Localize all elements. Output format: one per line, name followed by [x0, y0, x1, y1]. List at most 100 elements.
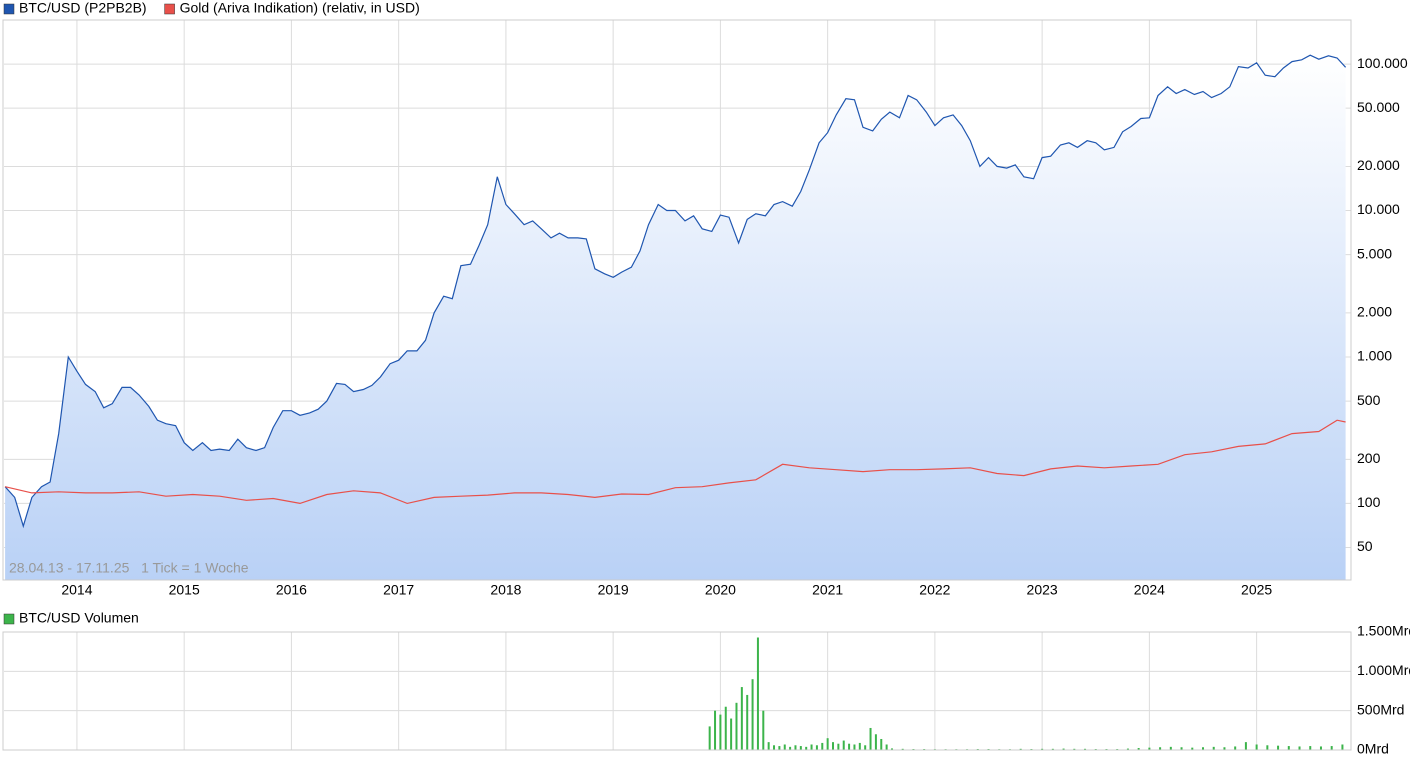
x-tick-label: 2023	[1027, 582, 1058, 598]
y-tick-label: 50.000	[1357, 99, 1400, 115]
volume-bar	[810, 744, 813, 750]
volume-bar	[874, 734, 877, 750]
y-tick-label: 100.000	[1357, 55, 1408, 71]
y-tick-label: 1.000Mrd	[1357, 662, 1410, 678]
volume-bar	[730, 718, 733, 750]
volume-bar	[1180, 747, 1183, 750]
x-tick-label: 2020	[705, 582, 736, 598]
volume-bar	[1223, 747, 1226, 750]
volume-bar	[767, 742, 770, 750]
volume-bar	[1309, 746, 1312, 750]
volume-bar	[1202, 747, 1205, 750]
line	[4, 419, 1346, 505]
volume-bar	[885, 744, 888, 750]
volume-bar	[864, 745, 867, 750]
volume-bar	[735, 702, 738, 750]
y-tick-label: 500Mrd	[1357, 701, 1404, 717]
volume-bar	[890, 748, 893, 750]
legend-swatch	[3, 3, 15, 15]
volume-bar	[1266, 745, 1269, 750]
volume-bar	[848, 743, 851, 750]
y-tick-label: 5.000	[1357, 245, 1392, 261]
volume-bar	[821, 742, 824, 750]
volume-bar	[1051, 748, 1054, 750]
volume-bar	[751, 679, 754, 750]
y-tick-label: 500	[1357, 392, 1381, 408]
volume-bar	[1062, 748, 1065, 750]
volume-bar	[805, 746, 808, 750]
y-tick-label: 20.000	[1357, 157, 1400, 173]
volume-bar	[853, 744, 856, 750]
volume-bar	[740, 687, 743, 750]
y-tick-label: 0Mrd	[1357, 741, 1389, 757]
volume-bar	[762, 710, 765, 750]
volume-bar	[842, 740, 845, 750]
volume-bar	[756, 637, 759, 750]
volume-bar	[1084, 748, 1087, 750]
y-tick-label: 10.000	[1357, 201, 1400, 217]
x-tick-label: 2018	[490, 582, 521, 598]
volume-bar	[794, 745, 797, 750]
x-tick-label: 2017	[383, 582, 414, 598]
volume-bar	[746, 694, 749, 750]
volume-bar	[837, 743, 840, 750]
area-fill	[5, 55, 1346, 580]
y-tick-label: 1.000	[1357, 348, 1392, 364]
x-tick-label: 2022	[919, 582, 950, 598]
volume-bar	[1137, 748, 1140, 750]
legend-swatch	[3, 613, 15, 625]
volume-bar	[1169, 746, 1172, 750]
y-tick-label: 50	[1357, 538, 1373, 554]
volume-bar	[880, 738, 883, 750]
x-tick-label: 2016	[276, 582, 307, 598]
volume-bar	[1341, 744, 1344, 750]
volume-bar	[1212, 746, 1215, 750]
volume-bar	[724, 706, 727, 750]
x-tick-label: 2021	[812, 582, 843, 598]
volume-bar	[1191, 747, 1194, 750]
volume-bar	[1148, 747, 1151, 750]
legend-label: BTC/USD (P2PB2B)	[19, 0, 147, 16]
volume-bar	[1073, 748, 1076, 750]
legend-swatch	[164, 3, 175, 15]
volume-bar	[799, 746, 802, 750]
volume-bar	[1298, 746, 1301, 750]
volume-bar	[1234, 746, 1237, 750]
x-tick-label: 2014	[61, 582, 92, 598]
date-range-note: 28.04.13 - 17.11.25 1 Tick = 1 Woche	[9, 560, 249, 576]
x-tick-label: 2025	[1241, 582, 1272, 598]
line	[4, 54, 1347, 529]
volume-bar	[1330, 746, 1333, 750]
x-tick-label: 2019	[598, 582, 629, 598]
volume-bar	[869, 727, 872, 750]
y-tick-label: 2.000	[1357, 304, 1392, 320]
plot-border	[2, 19, 1352, 581]
volume-bar	[783, 744, 786, 750]
volume-bar	[789, 746, 792, 750]
plot-frame	[2, 631, 1352, 751]
volume-bar	[826, 738, 829, 750]
legend-label: Gold (Ariva Indikation) (relativ, in USD…	[180, 0, 420, 16]
legend-label: BTC/USD Volumen	[19, 610, 139, 626]
volume-bar	[1319, 746, 1322, 750]
y-tick-label: 1.500Mrd	[1357, 623, 1410, 639]
volume-bar	[714, 710, 717, 750]
volume-bar	[901, 748, 904, 750]
volume-bar	[778, 746, 781, 750]
volume-bar	[858, 742, 861, 750]
volume-bar	[1126, 748, 1129, 750]
volume-bar	[1159, 747, 1162, 750]
volume-bar	[815, 745, 818, 750]
volume-bar	[1019, 748, 1022, 750]
volume-bar	[1244, 742, 1247, 750]
volume-bar	[773, 745, 776, 750]
y-tick-label: 100	[1357, 494, 1381, 510]
volume-bar	[832, 742, 835, 750]
volume-bar	[1255, 744, 1258, 750]
volume-bar	[1277, 745, 1280, 750]
x-tick-label: 2024	[1134, 582, 1165, 598]
volume-bar	[708, 726, 711, 750]
plot-border	[2, 631, 1352, 751]
y-tick-label: 200	[1357, 450, 1381, 466]
